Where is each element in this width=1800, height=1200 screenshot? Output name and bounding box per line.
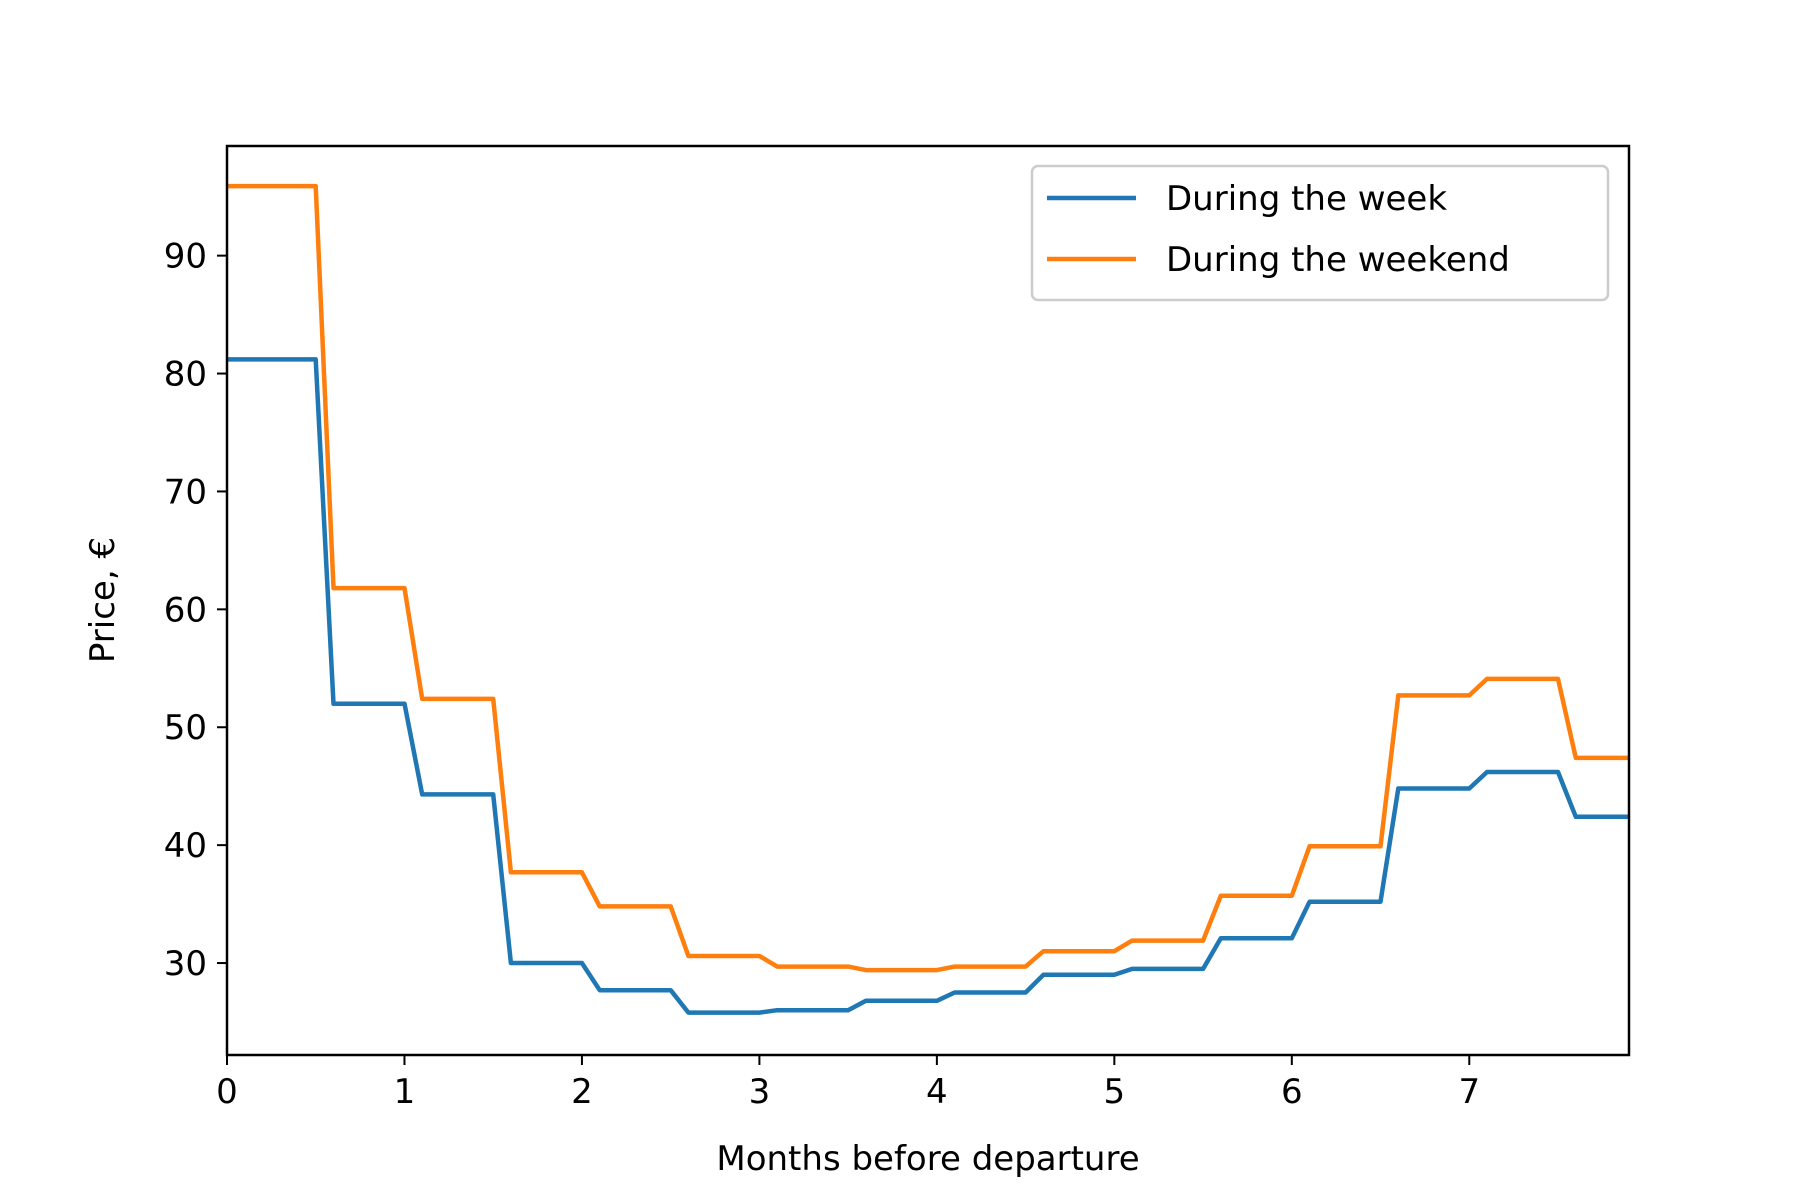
- series-layer: [227, 183, 1629, 1015]
- plot-frame: [225, 144, 1631, 1057]
- x-tick-label: 3: [749, 1072, 771, 1112]
- x-axis-label: Months before departure: [716, 1139, 1139, 1179]
- x-tick-label: 6: [1281, 1072, 1303, 1112]
- y-tick-label: 80: [164, 355, 207, 395]
- x-tick-label: 7: [1458, 1072, 1480, 1112]
- x-tick-label: 4: [926, 1072, 948, 1112]
- series-line-0: [227, 357, 1629, 1015]
- y-tick-label: 60: [164, 590, 207, 630]
- x-tick-label: 0: [216, 1072, 238, 1112]
- y-tick-label: 30: [164, 944, 207, 984]
- x-tick-label: 5: [1104, 1072, 1126, 1112]
- legend-label-week: During the week: [1166, 179, 1447, 219]
- legend-label-weekend: During the weekend: [1166, 240, 1510, 280]
- x-tick-label: 1: [394, 1072, 416, 1112]
- y-tick-label: 50: [164, 708, 207, 748]
- y-tick-label: 70: [164, 472, 207, 512]
- x-axis-ticks: 0 1 2 3 4 5 6 7: [216, 1055, 1480, 1112]
- legend: During the week During the weekend: [1030, 164, 1610, 302]
- legend-box: [1030, 164, 1610, 302]
- x-tick-label: 2: [571, 1072, 593, 1112]
- y-axis-ticks: 30 40 50 60 70 80 90: [164, 237, 227, 984]
- series-line-1: [227, 183, 1629, 973]
- y-axis-label: Price, €: [83, 537, 123, 663]
- y-tick-label: 40: [164, 826, 207, 866]
- y-tick-label: 90: [164, 237, 207, 277]
